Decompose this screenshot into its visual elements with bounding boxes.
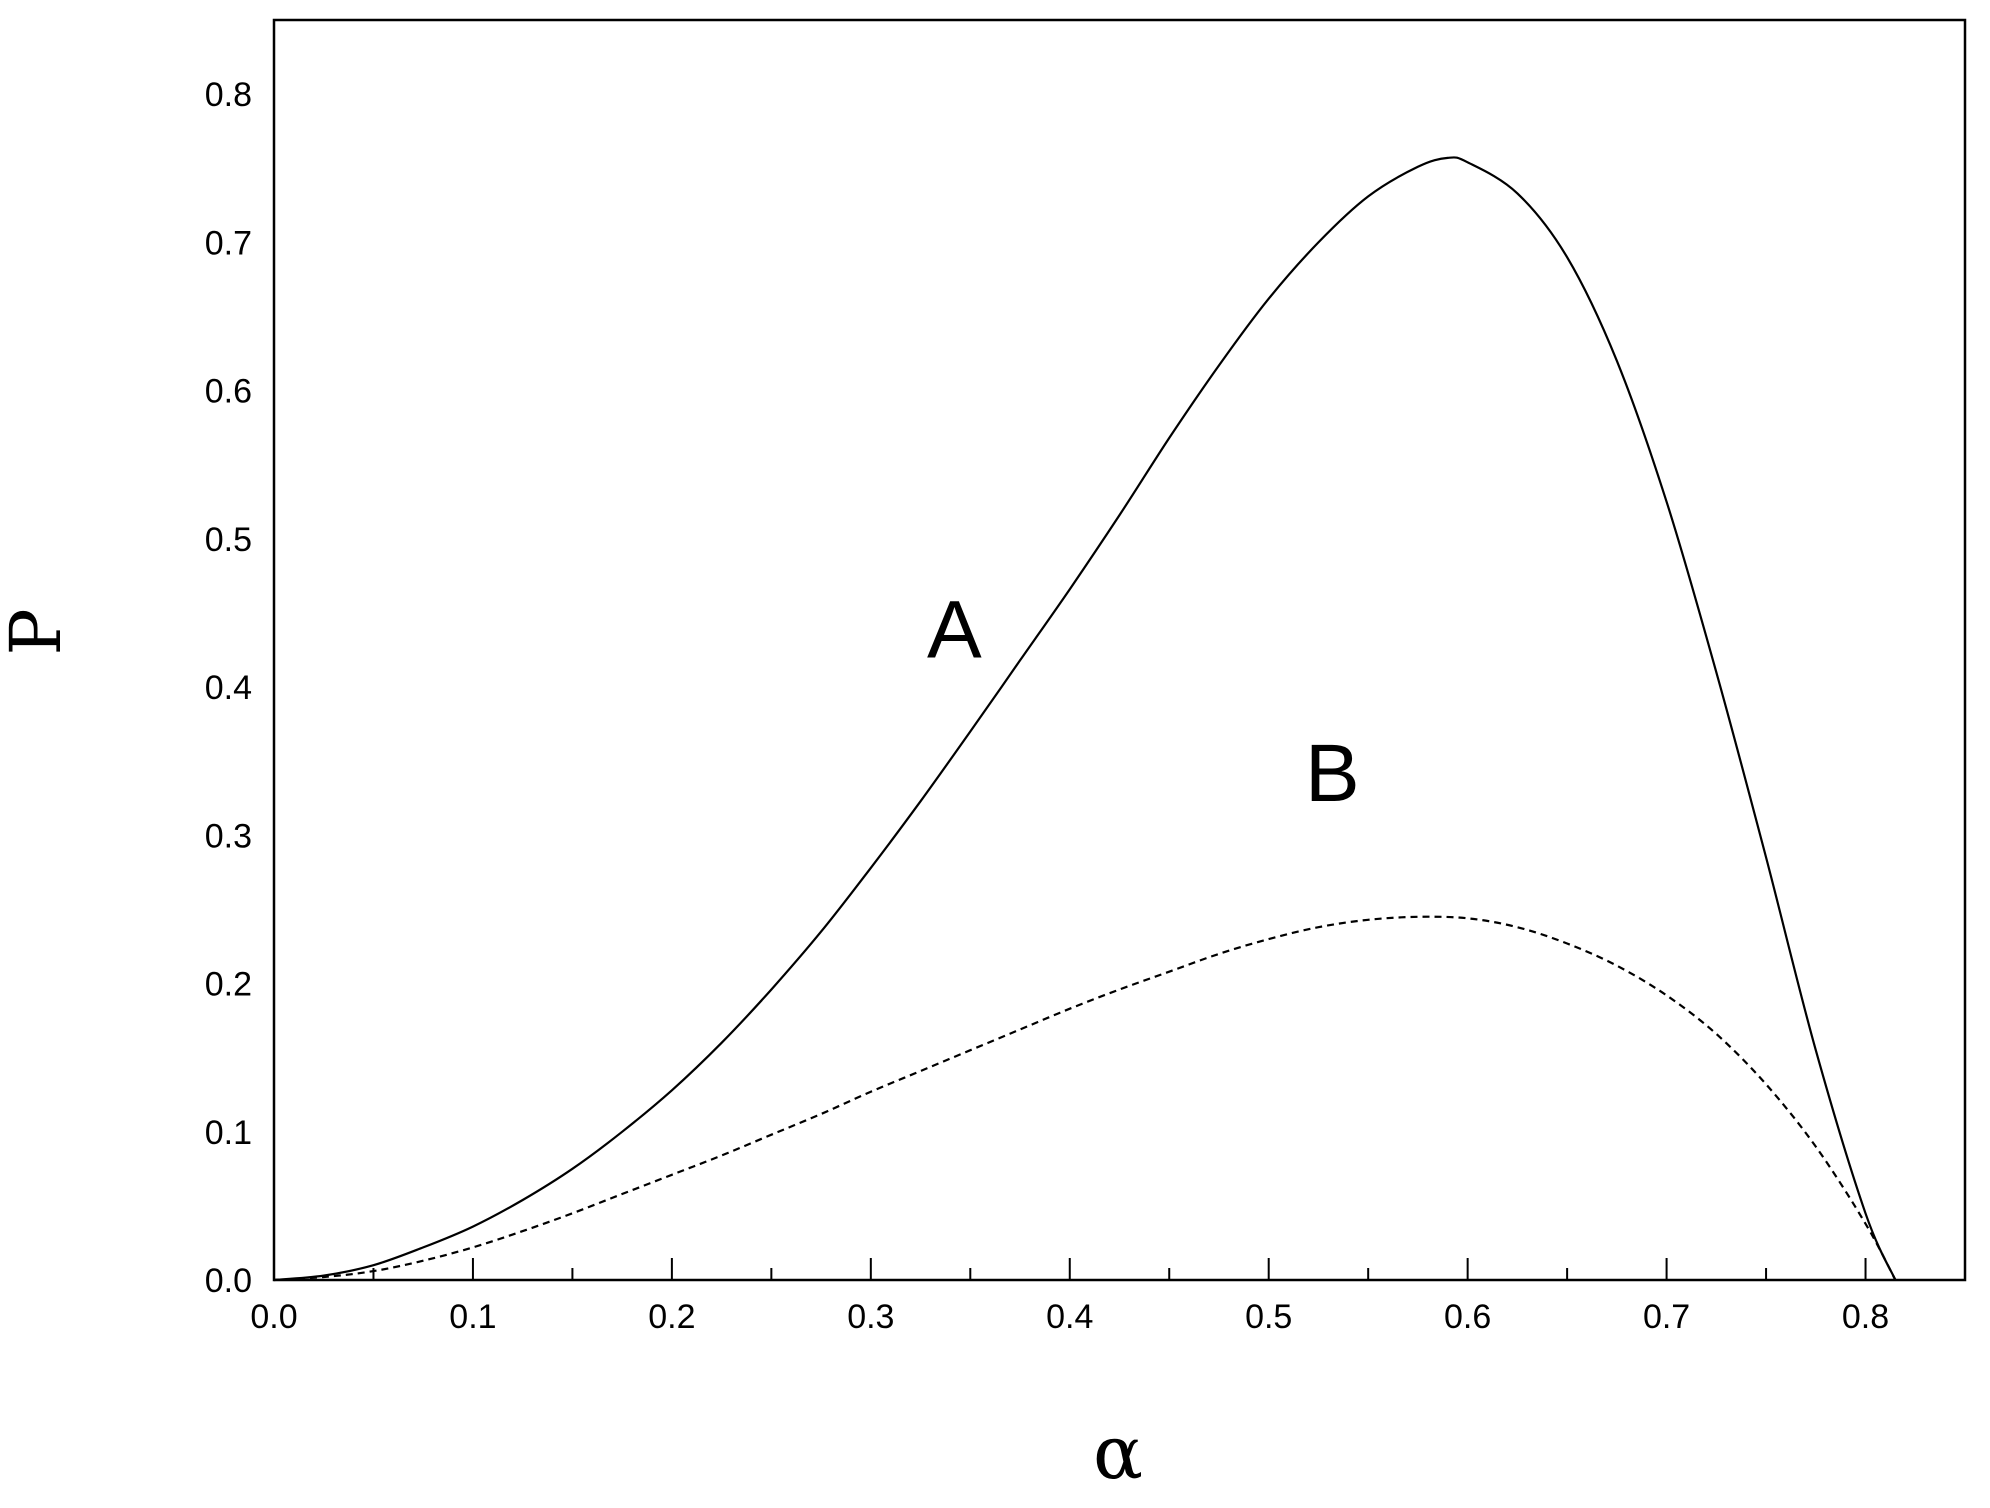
x-tick-label: 0.7 [1643, 1298, 1690, 1336]
x-tick-label: 0.2 [648, 1298, 695, 1336]
y-axis-title: P [0, 608, 77, 655]
x-axis-title: α [1093, 1410, 1143, 1496]
y-tick-label: 0.1 [205, 1114, 252, 1152]
y-tick-label: 0.5 [205, 521, 252, 559]
x-tick-label: 0.1 [449, 1298, 496, 1336]
x-tick-label: 0.8 [1842, 1298, 1889, 1336]
curve-label-b: B [1305, 728, 1360, 819]
series-line-a [273, 156, 1897, 1282]
x-tick-label: 0.4 [1046, 1298, 1093, 1336]
x-tick-label: 0.0 [250, 1298, 297, 1336]
x-axis-ticks [273, 1258, 1867, 1280]
x-tick-label: 0.5 [1245, 1298, 1292, 1336]
x-axis-tick-labels: 0.0 0.1 0.2 0.3 0.4 0.5 0.6 0.7 0.8 [250, 1298, 1889, 1336]
y-tick-label: 0.0 [205, 1262, 252, 1300]
y-tick-label: 0.4 [205, 669, 252, 707]
y-tick-label: 0.3 [205, 817, 252, 855]
y-tick-label: 0.8 [205, 76, 252, 114]
x-tick-label: 0.3 [847, 1298, 894, 1336]
curve-label-a: A [927, 584, 982, 675]
series-layer [273, 156, 1897, 1282]
y-tick-label: 0.7 [205, 224, 252, 262]
x-tick-label: 0.6 [1444, 1298, 1491, 1336]
curve-labels: AB [927, 584, 1360, 819]
y-tick-label: 0.6 [205, 373, 252, 411]
plot-frame [272, 18, 1967, 1282]
series-line-b [273, 915, 1897, 1282]
y-axis-tick-labels: 0.0 0.1 0.2 0.3 0.4 0.5 0.6 0.7 0.8 [205, 76, 252, 1300]
y-tick-label: 0.2 [205, 966, 252, 1004]
